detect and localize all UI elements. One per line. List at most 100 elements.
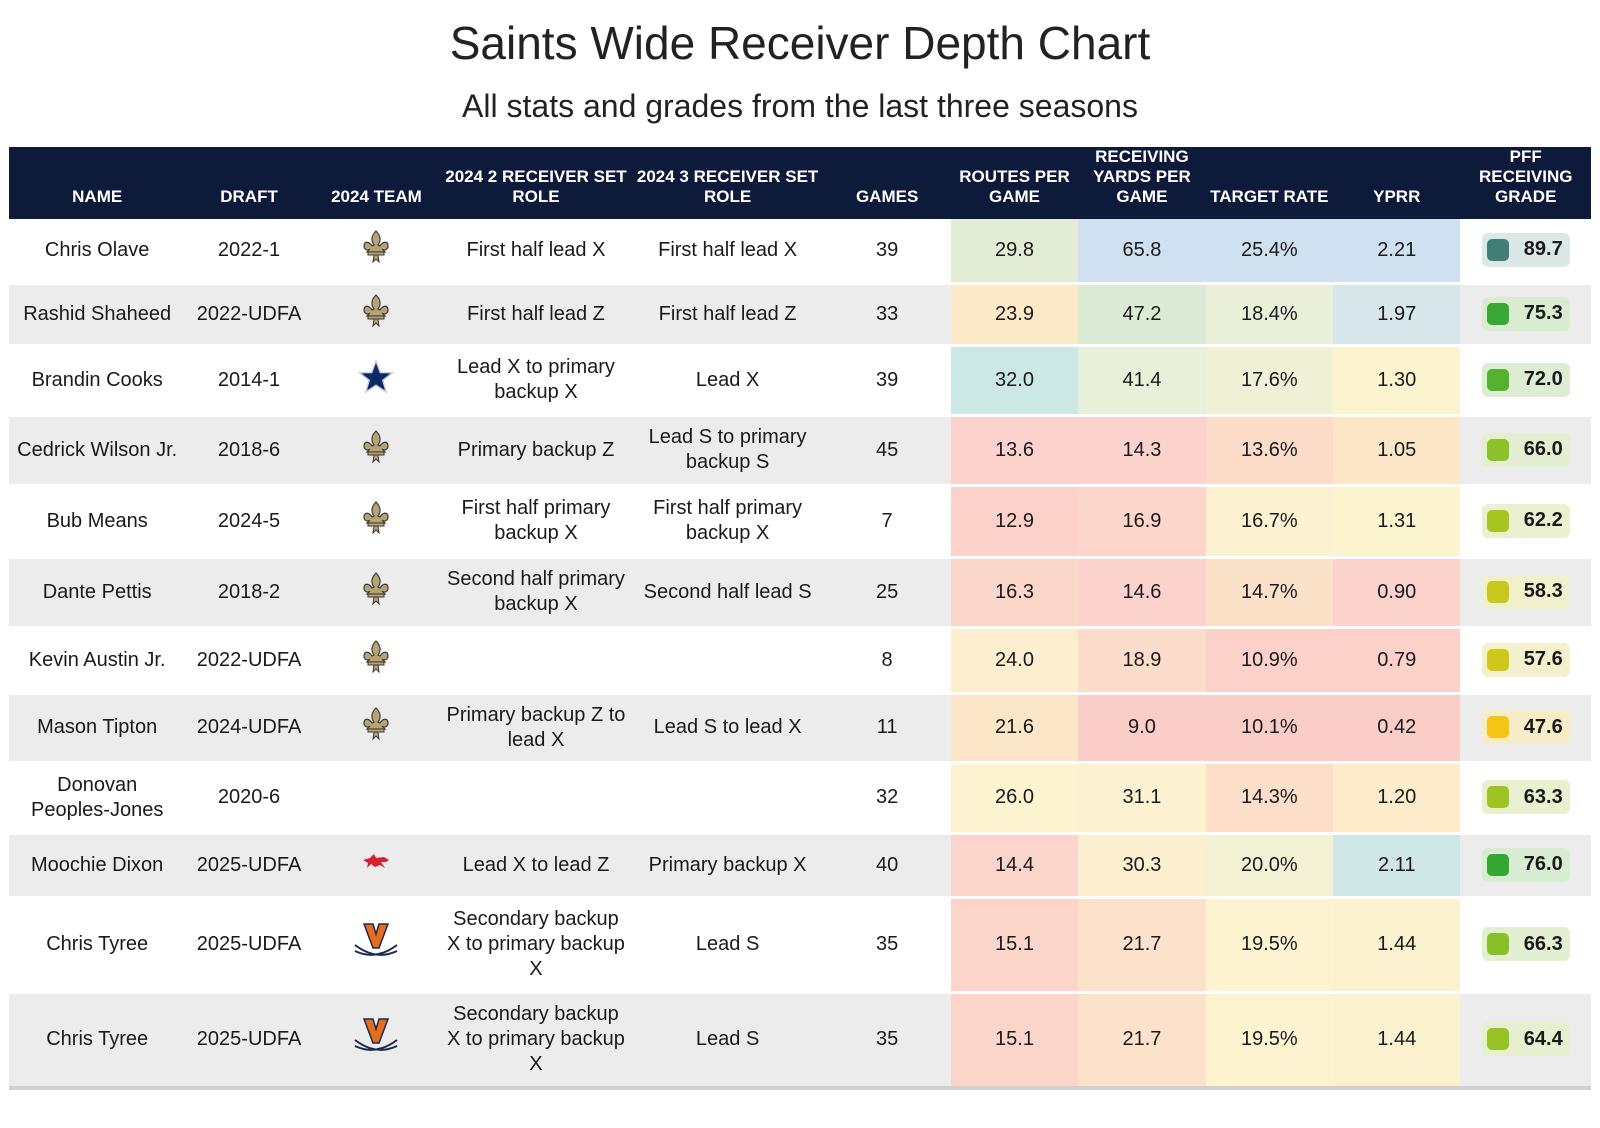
- grade-swatch: [1486, 716, 1509, 738]
- table-row[interactable]: Chris Tyree 2025-UDFA Secondary backup X t…: [9, 992, 1591, 1090]
- games-cell: 11: [823, 693, 951, 764]
- games-cell: 8: [823, 627, 951, 695]
- yards-cell: 16.9: [1078, 485, 1206, 559]
- team-cell: [312, 345, 441, 417]
- routes-cell: 21.6: [950, 693, 1079, 764]
- target-rate-cell: 17.6%: [1205, 345, 1334, 417]
- target-rate-cell: 10.9%: [1205, 627, 1334, 695]
- player-name: Chris Tyree: [9, 992, 186, 1090]
- col-header-grade[interactable]: PFF RECEIVING GRADE: [1460, 147, 1591, 219]
- grade-cell: 75.3: [1460, 283, 1591, 347]
- grade-badge: 72.0: [1481, 362, 1570, 397]
- team-cell: [312, 693, 441, 764]
- table-row[interactable]: Brandin Cooks 2014-1 Lead X to primary bac…: [9, 345, 1591, 417]
- yprr-cell: 1.44: [1333, 897, 1461, 994]
- saints-fleur-de-lis-icon: [361, 707, 391, 748]
- role2-cell: [440, 762, 632, 835]
- target-rate-cell: 18.4%: [1205, 283, 1334, 347]
- table-row[interactable]: Kevin Austin Jr. 2022-UDFA 8 24.0 18.9 10.9% 0…: [9, 627, 1591, 695]
- routes-cell: 29.8: [950, 219, 1079, 285]
- col-header-routes[interactable]: ROUTES PER GAME: [950, 147, 1079, 219]
- target-rate-cell: 20.0%: [1205, 833, 1334, 899]
- grade-swatch: [1486, 238, 1509, 261]
- role2-cell: First half primary backup X: [440, 485, 632, 559]
- games-cell: 39: [823, 219, 951, 285]
- player-name: Bub Means: [9, 485, 186, 559]
- table-row[interactable]: Mason Tipton 2024-UDFA Primary backup Z to…: [9, 693, 1591, 764]
- routes-cell: 13.6: [950, 415, 1079, 487]
- col-header-role2[interactable]: 2024 2 RECEIVER SET ROLE: [440, 147, 632, 219]
- table-row[interactable]: Moochie Dixon 2025-UDFA Lead X to lead Z Pr…: [9, 833, 1591, 899]
- draft-cell: 2020-6: [185, 762, 313, 835]
- col-header-draft[interactable]: DRAFT: [185, 147, 313, 219]
- saints-fleur-de-lis-icon: [361, 229, 391, 271]
- table-row[interactable]: Rashid Shaheed 2022-UDFA First half lead Z…: [9, 283, 1591, 347]
- saints-fleur-de-lis-icon: [361, 571, 391, 613]
- grade-value: 47.6: [1523, 715, 1563, 738]
- target-rate-cell: 19.5%: [1205, 992, 1334, 1090]
- player-name: Donovan Peoples-Jones: [9, 762, 186, 835]
- role2-cell: Primary backup Z to lead X: [440, 693, 632, 764]
- grade-swatch: [1486, 786, 1509, 808]
- grade-value: 63.3: [1523, 785, 1563, 808]
- games-cell: 7: [823, 485, 951, 559]
- routes-cell: 16.3: [950, 557, 1079, 629]
- grade-cell: 57.6: [1460, 627, 1591, 695]
- table-row[interactable]: Bub Means 2024-5 First half primary backup…: [9, 485, 1591, 559]
- table-row[interactable]: Donovan Peoples-Jones 2020-6 32 26.0 31.1 14.…: [9, 762, 1591, 835]
- role3-cell: First half lead X: [631, 219, 824, 285]
- routes-cell: 14.4: [950, 833, 1079, 899]
- grade-badge: 63.3: [1481, 780, 1570, 814]
- grade-swatch: [1486, 509, 1509, 532]
- grade-cell: 62.2: [1460, 485, 1591, 559]
- team-cell: [312, 762, 441, 835]
- grade-badge: 58.3: [1481, 574, 1570, 609]
- table-row[interactable]: Dante Pettis 2018-2 Second half primary ba…: [9, 557, 1591, 629]
- draft-cell: 2022-UDFA: [185, 627, 313, 695]
- grade-cell: 89.7: [1460, 219, 1591, 285]
- role2-cell: Primary backup Z: [440, 415, 632, 487]
- games-cell: 39: [823, 345, 951, 417]
- team-cell: [312, 833, 441, 899]
- routes-cell: 12.9: [950, 485, 1079, 559]
- player-name: Chris Olave: [9, 219, 186, 285]
- depth-chart-table: NAME DRAFT 2024 TEAM 2024 2 RECEIVER SET…: [9, 147, 1591, 1090]
- table-row[interactable]: Chris Olave 2022-1 First half lead X First …: [9, 219, 1591, 285]
- grade-value: 75.3: [1523, 302, 1563, 324]
- yards-cell: 14.3: [1078, 415, 1206, 487]
- grade-swatch: [1486, 368, 1509, 391]
- role3-cell: Second half lead S: [631, 557, 824, 629]
- target-rate-cell: 14.7%: [1205, 557, 1334, 629]
- player-name: Cedrick Wilson Jr.: [9, 415, 186, 487]
- grade-swatch: [1486, 302, 1509, 325]
- col-header-team[interactable]: 2024 TEAM: [312, 147, 441, 219]
- draft-cell: 2022-UDFA: [185, 283, 313, 347]
- col-header-yards[interactable]: RECEIVING YARDS PER GAME: [1078, 147, 1206, 219]
- virginia-v-sabres-icon: [352, 921, 400, 968]
- col-header-games[interactable]: GAMES: [823, 147, 951, 219]
- grade-cell: 72.0: [1460, 345, 1591, 417]
- table-row[interactable]: Cedrick Wilson Jr. 2018-6 Primary backup Z…: [9, 415, 1591, 487]
- role3-cell: Lead S to lead X: [631, 693, 824, 764]
- grade-cell: 58.3: [1460, 557, 1591, 629]
- col-header-name[interactable]: NAME: [9, 147, 186, 219]
- col-header-yprr[interactable]: YPRR: [1333, 147, 1461, 219]
- role3-cell: Lead S to primary backup S: [631, 415, 824, 487]
- role3-cell: First half lead Z: [631, 283, 824, 347]
- games-cell: 32: [823, 762, 951, 835]
- games-cell: 33: [823, 283, 951, 347]
- target-rate-cell: 19.5%: [1205, 897, 1334, 994]
- routes-cell: 32.0: [950, 345, 1079, 417]
- grade-badge: 75.3: [1481, 296, 1570, 331]
- routes-cell: 24.0: [950, 627, 1079, 695]
- col-header-role3[interactable]: 2024 3 RECEIVER SET ROLE: [631, 147, 824, 219]
- yprr-cell: 2.21: [1333, 219, 1461, 285]
- role2-cell: [440, 627, 632, 695]
- yprr-cell: 1.20: [1333, 762, 1461, 835]
- player-name: Brandin Cooks: [9, 345, 186, 417]
- table-row[interactable]: Chris Tyree 2025-UDFA Secondary backup X t…: [9, 897, 1591, 994]
- col-header-target-rate[interactable]: TARGET RATE: [1205, 147, 1334, 219]
- grade-swatch: [1486, 438, 1509, 461]
- saints-fleur-de-lis-icon: [361, 429, 391, 471]
- target-rate-cell: 25.4%: [1205, 219, 1334, 285]
